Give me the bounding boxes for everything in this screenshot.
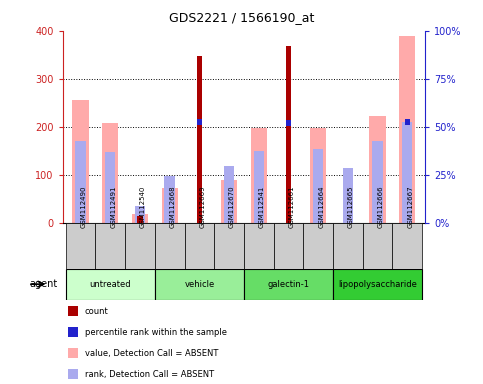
Bar [251,128,267,223]
Bar [286,46,291,223]
Bar [405,119,410,125]
Bar [197,119,202,125]
Text: GSM112665: GSM112665 [348,186,354,228]
Bar [369,116,386,223]
Text: percentile rank within the sample: percentile rank within the sample [85,328,227,337]
Bar [313,149,323,223]
Bar [221,180,237,223]
Bar [155,223,185,269]
Text: GSM112670: GSM112670 [229,185,235,228]
Bar [125,223,155,269]
Bar [197,56,202,223]
Bar [392,223,422,269]
Bar [402,122,412,223]
Text: lipopolysaccharide: lipopolysaccharide [338,280,417,289]
Bar [137,215,142,223]
Text: value, Detection Call = ABSENT: value, Detection Call = ABSENT [85,349,218,358]
Bar [135,206,145,223]
Bar [102,123,118,223]
Bar [310,128,327,223]
Text: GSM112668: GSM112668 [170,185,176,228]
Bar [75,141,86,223]
Bar [66,223,96,269]
Bar [105,152,115,223]
Text: GSM112490: GSM112490 [81,186,86,228]
Text: GSM112541: GSM112541 [259,186,265,228]
Text: untreated: untreated [89,280,131,289]
Bar [96,223,125,269]
Text: GSM112669: GSM112669 [199,185,205,228]
Text: GSM112661: GSM112661 [288,185,295,228]
Bar [244,223,273,269]
Bar [372,141,383,223]
Bar [363,223,392,269]
Bar [224,166,234,223]
Text: count: count [85,306,108,316]
Bar [132,214,148,223]
Text: GSM112666: GSM112666 [378,185,384,228]
Text: agent: agent [30,279,58,289]
Bar [185,223,214,269]
Text: GSM112667: GSM112667 [407,185,413,228]
Bar [155,269,244,300]
Bar [66,269,155,300]
Bar [72,100,89,223]
Bar [399,36,415,223]
Text: GSM112664: GSM112664 [318,186,324,228]
Text: rank, Detection Call = ABSENT: rank, Detection Call = ABSENT [85,370,213,379]
Bar [273,223,303,269]
Bar [165,176,175,223]
Text: GSM112491: GSM112491 [110,186,116,228]
Text: vehicle: vehicle [184,280,214,289]
Bar [333,269,422,300]
Bar [254,151,264,223]
Text: GDS2221 / 1566190_at: GDS2221 / 1566190_at [169,12,314,25]
Text: GSM112540: GSM112540 [140,186,146,228]
Bar [342,167,353,223]
Bar [286,120,291,126]
Text: galectin-1: galectin-1 [268,280,310,289]
Bar [303,223,333,269]
Bar [333,223,363,269]
Bar [161,188,178,223]
Bar [214,223,244,269]
Bar [244,269,333,300]
